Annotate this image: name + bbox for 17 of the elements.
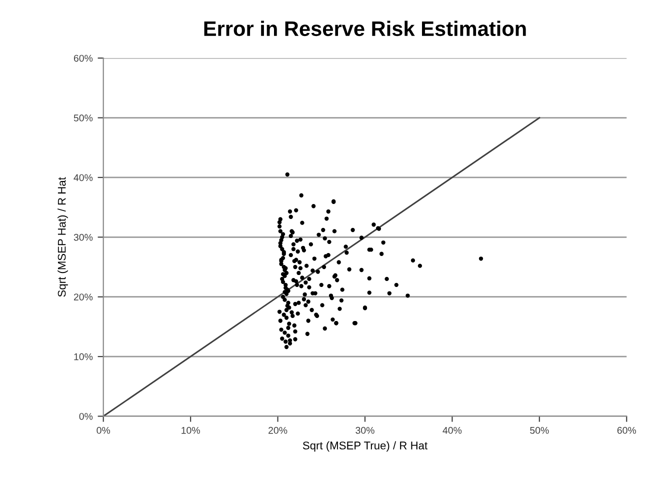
y-axis-title: Sqrt (MSEP Hat) / R Hat: [58, 177, 68, 297]
y-tick-label: 0%: [79, 412, 93, 420]
chart-title: Error in Reserve Risk Estimation: [204, 20, 526, 36]
y-tick-label: 20%: [74, 294, 93, 300]
x-tick-label: 10%: [182, 426, 200, 434]
x-tick-label: 0%: [96, 426, 110, 434]
x-tick-label: 30%: [356, 426, 374, 434]
y-tick-label: 30%: [74, 234, 93, 241]
y-tick-label: 60%: [74, 54, 93, 62]
x-tick-label: 50%: [530, 426, 549, 434]
x-axis-title: Sqrt (MSEP True) / R Hat: [302, 441, 428, 452]
x-tick-label: 40%: [442, 426, 462, 434]
x-tick-label: 60%: [617, 426, 636, 434]
y-tick-label: 40%: [74, 174, 93, 182]
y-tick-label: 50%: [74, 114, 93, 122]
y-tick-label: 10%: [74, 353, 93, 360]
x-tick-label: 20%: [268, 426, 288, 434]
